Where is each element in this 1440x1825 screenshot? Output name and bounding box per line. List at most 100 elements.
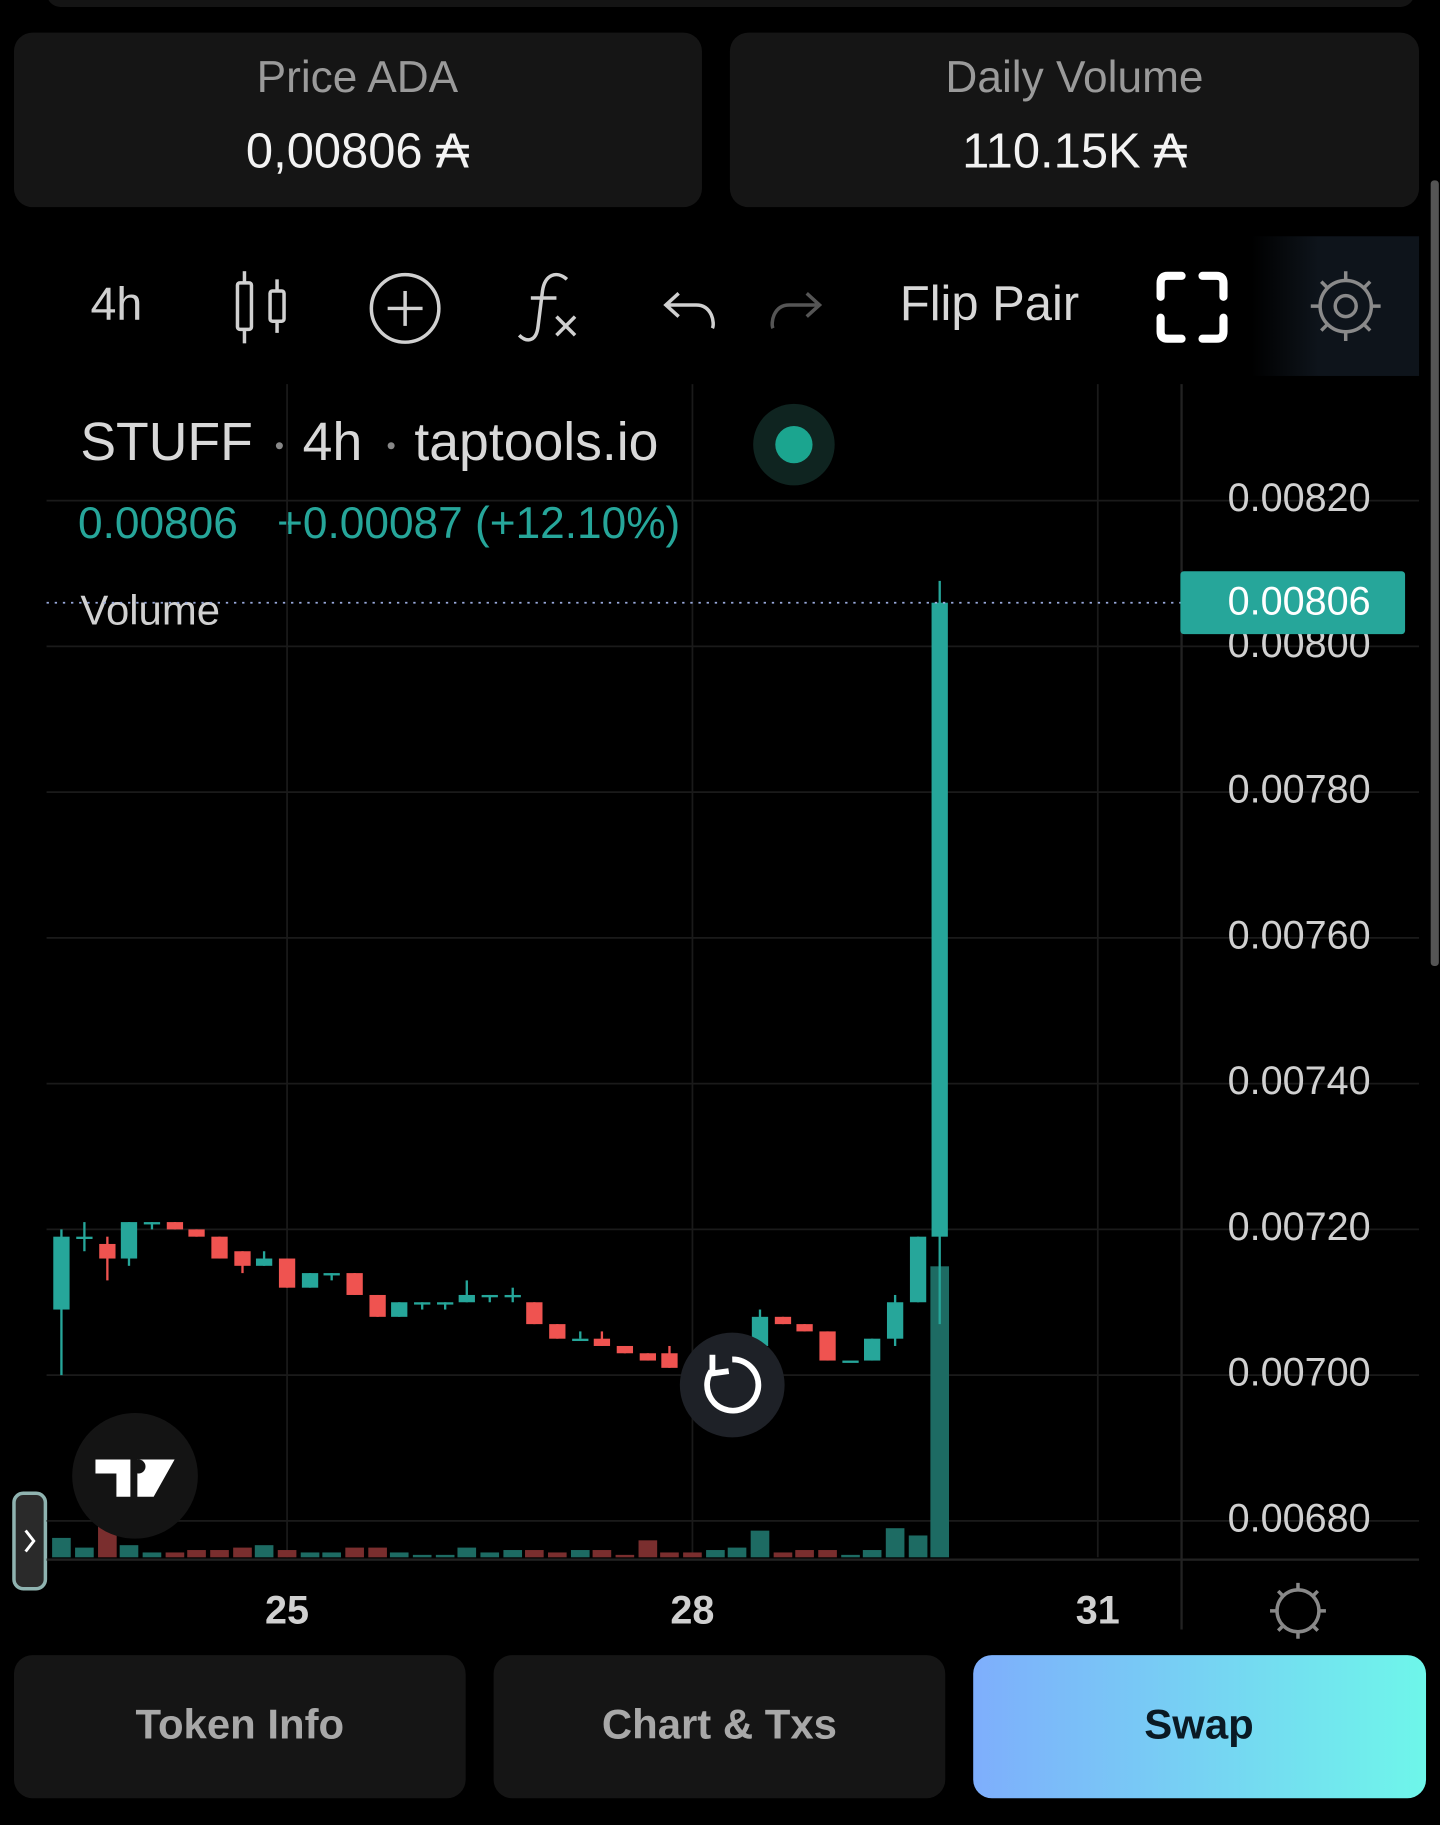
volume-card xyxy=(729,32,1420,208)
candle-body xyxy=(369,1294,386,1317)
undo-icon[interactable] xyxy=(663,292,715,329)
volume-bar xyxy=(750,1530,770,1558)
volume-bar xyxy=(683,1552,702,1558)
candle-body xyxy=(572,1338,589,1342)
flip-pair-button[interactable]: Flip Pair xyxy=(900,277,1079,331)
volume-bar xyxy=(885,1528,905,1558)
volume-bar xyxy=(525,1550,544,1558)
volume-bar xyxy=(457,1547,477,1558)
button-label: Chart & Txs xyxy=(602,1700,837,1747)
candle-body xyxy=(301,1273,319,1288)
price-card xyxy=(13,32,702,208)
stat-value: 0,00806 ₳ xyxy=(246,125,469,179)
volume-bar xyxy=(52,1537,71,1558)
candle-body xyxy=(616,1345,634,1354)
scrollbar xyxy=(1430,180,1439,967)
legend-symbol: STUFF xyxy=(80,413,252,472)
volume-bar xyxy=(908,1535,928,1558)
button-label: Swap xyxy=(1144,1700,1253,1747)
chart-txs-button[interactable] xyxy=(493,1655,946,1799)
volume-bar xyxy=(841,1554,860,1558)
volume-legend: Volume xyxy=(80,586,220,633)
candle-body xyxy=(53,1236,70,1310)
volume-bar xyxy=(548,1552,567,1558)
candle-body xyxy=(863,1338,881,1361)
legend-source: taptools.io xyxy=(414,413,658,472)
candle-body xyxy=(234,1251,251,1266)
volume-bar xyxy=(706,1550,725,1558)
y-tick-label: 0.00780 xyxy=(1228,768,1371,812)
candle-body xyxy=(211,1236,228,1259)
volume-bar xyxy=(773,1552,793,1558)
interval-button[interactable]: 4h xyxy=(91,278,143,330)
volume-bar xyxy=(165,1552,185,1558)
y-tick-label: 0.00680 xyxy=(1228,1496,1371,1540)
candle-body xyxy=(639,1353,656,1361)
volume-bar xyxy=(345,1547,364,1558)
x-tick-label: 31 xyxy=(1076,1589,1120,1633)
status-dot xyxy=(775,425,813,464)
candle-body xyxy=(504,1294,521,1298)
candle-body xyxy=(819,1331,836,1361)
side-handle-arrow xyxy=(24,1529,36,1553)
swap-button[interactable] xyxy=(973,1655,1427,1799)
axis-settings-icon[interactable] xyxy=(1270,1582,1326,1639)
volume-bar xyxy=(570,1550,590,1558)
y-tick-label: 0.00720 xyxy=(1228,1205,1371,1249)
candle-body xyxy=(481,1294,498,1298)
volume-bar xyxy=(412,1554,432,1558)
volume-bar xyxy=(818,1550,837,1558)
candle-body xyxy=(323,1273,340,1276)
volume-bar xyxy=(389,1552,409,1558)
fullscreen-icon[interactable] xyxy=(1156,271,1228,343)
volume-bar xyxy=(277,1550,297,1558)
volume-bar xyxy=(322,1552,341,1558)
candle-body xyxy=(188,1229,205,1237)
candle-body xyxy=(909,1236,927,1303)
function-icon[interactable] xyxy=(517,272,577,342)
volume-bar xyxy=(142,1552,162,1558)
legend-price: 0.00806 xyxy=(78,499,238,548)
candle-body xyxy=(76,1236,93,1240)
volume-bar xyxy=(254,1545,274,1558)
candle-type-icon[interactable] xyxy=(235,271,286,344)
side-handle[interactable] xyxy=(12,1491,48,1591)
settings-icon[interactable] xyxy=(1310,271,1381,342)
volume-bar xyxy=(795,1550,814,1558)
candle-body xyxy=(458,1294,475,1303)
candle-body xyxy=(437,1302,454,1305)
volume-bar xyxy=(210,1550,229,1558)
candle-body xyxy=(774,1316,792,1325)
tv-logo-bg xyxy=(72,1412,198,1539)
candle-body xyxy=(886,1302,904,1339)
top-card xyxy=(48,0,1413,7)
y-tick-label: 0.00740 xyxy=(1228,1059,1371,1103)
stat-label: Daily Volume xyxy=(945,53,1203,102)
candle-body xyxy=(593,1338,611,1346)
separator xyxy=(387,442,395,450)
button-label: Token Info xyxy=(135,1700,344,1747)
volume-bar xyxy=(233,1547,252,1558)
candle-body xyxy=(796,1324,813,1332)
candle-body xyxy=(842,1360,859,1363)
volume-bar xyxy=(660,1552,679,1558)
token-info-button[interactable] xyxy=(13,1655,466,1799)
redo-icon[interactable] xyxy=(770,292,823,329)
volume-bar xyxy=(615,1554,635,1558)
candle-body xyxy=(99,1243,116,1259)
volume-bar xyxy=(503,1550,523,1558)
reset-arrow xyxy=(709,1354,730,1377)
candle-body xyxy=(143,1222,161,1225)
separator xyxy=(275,442,283,450)
add-indicator-icon[interactable] xyxy=(369,272,441,344)
candle-body xyxy=(414,1302,431,1305)
volume-bar xyxy=(187,1550,206,1558)
stat-label: Price ADA xyxy=(257,53,459,102)
y-tick-label: 0.00820 xyxy=(1228,476,1371,520)
legend-interval: 4h xyxy=(303,413,363,472)
reset-button[interactable] xyxy=(679,1332,785,1438)
y-tick-label: 0.00760 xyxy=(1228,913,1371,957)
tv-logo xyxy=(95,1459,175,1497)
